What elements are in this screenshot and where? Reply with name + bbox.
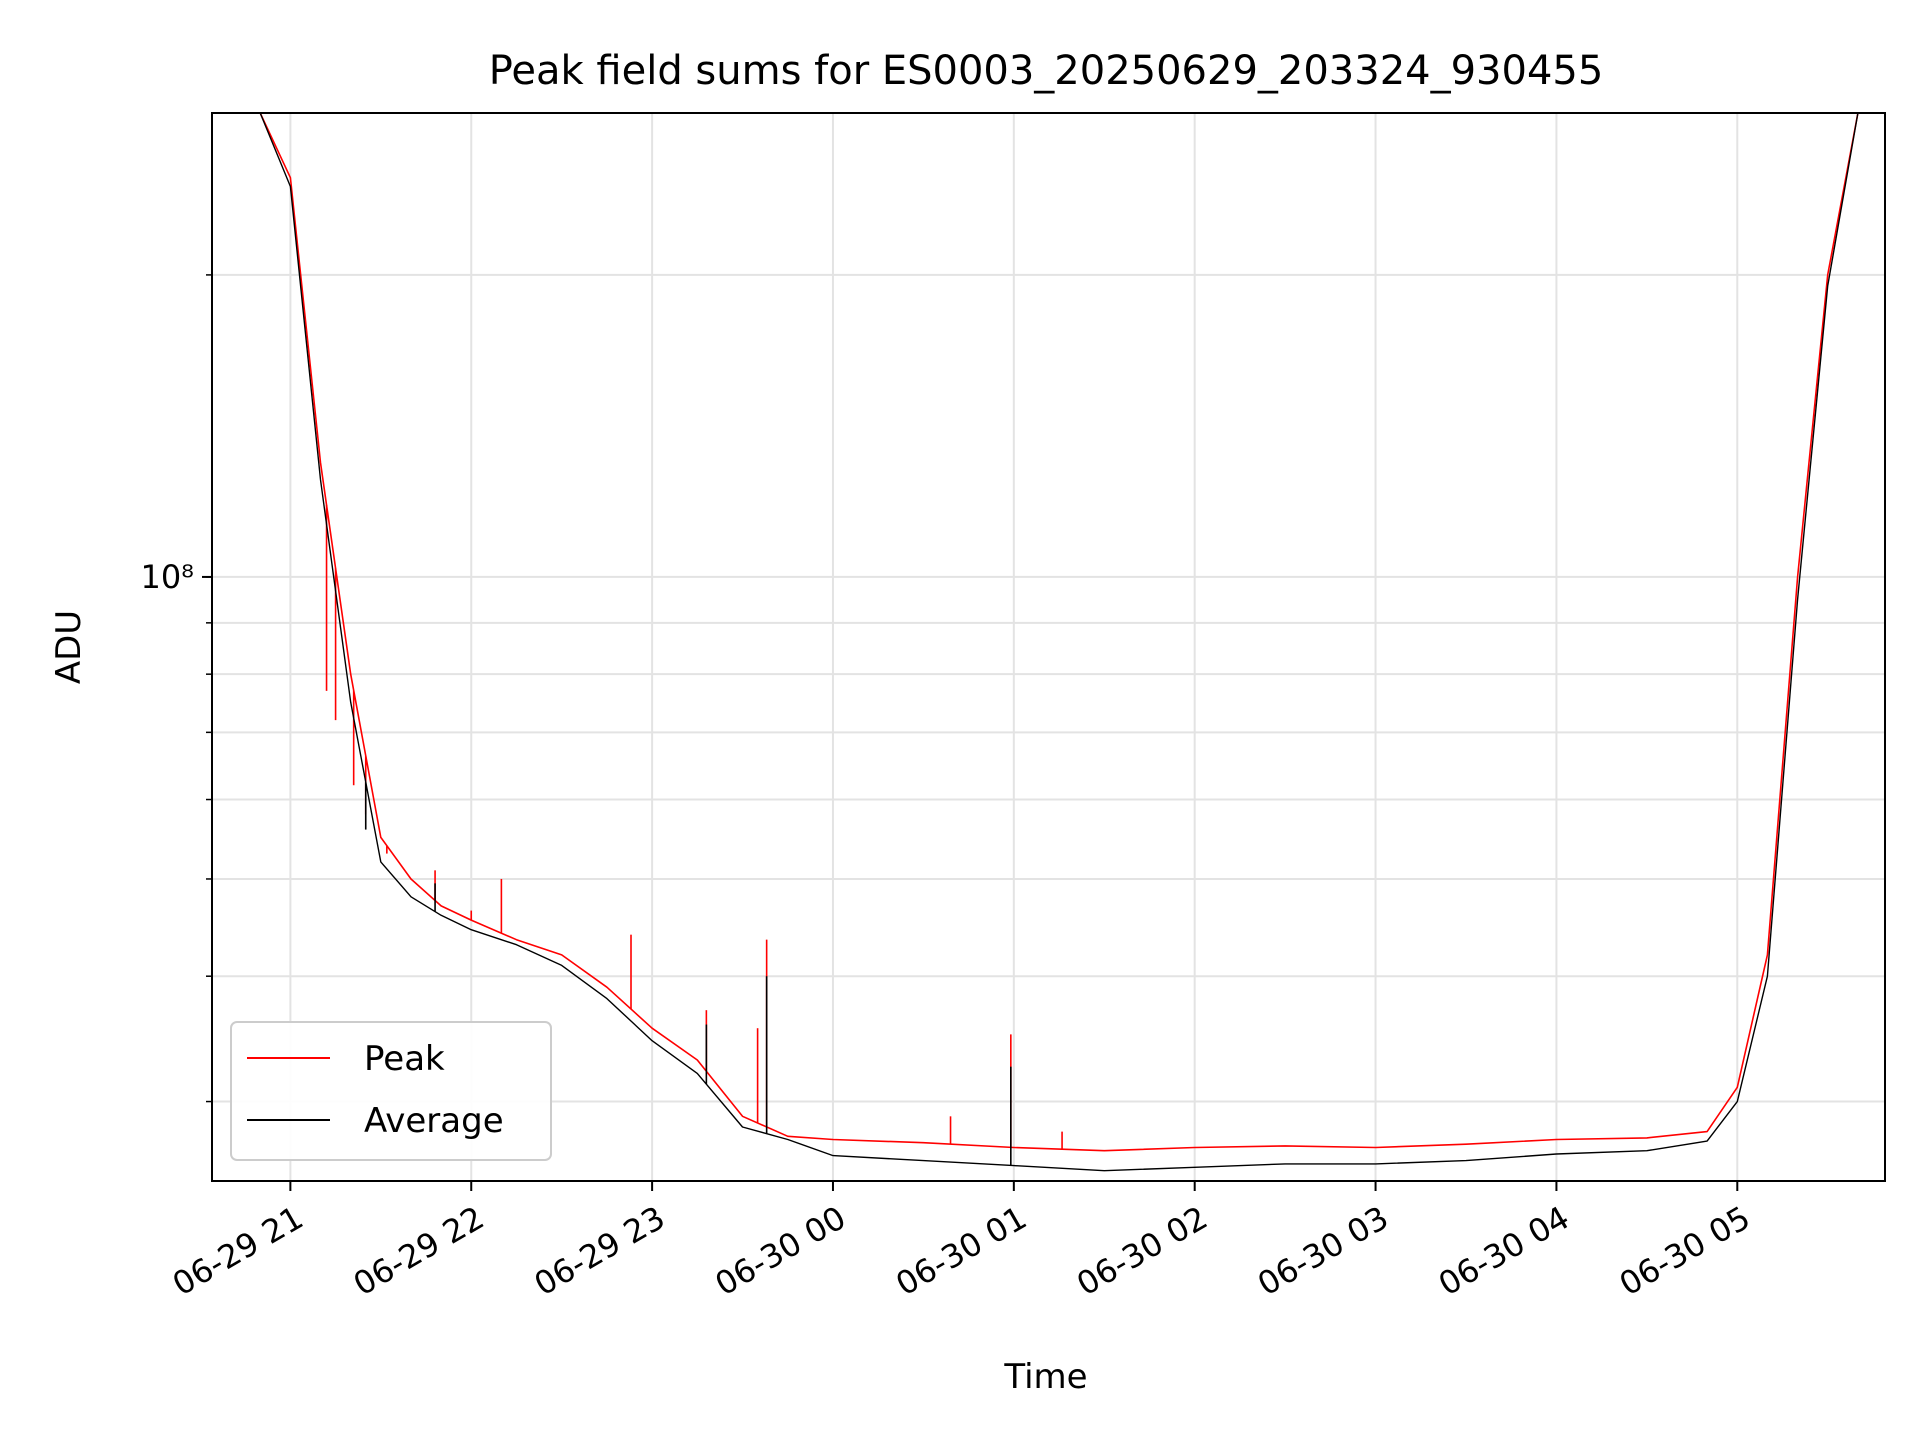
average-series-line: [259, 112, 1859, 1172]
y-tick-label: 10⁸: [140, 558, 194, 596]
y-axis: 10⁸: [140, 274, 212, 1103]
x-axis-label: Time: [1003, 1357, 1087, 1397]
chart-title: Peak field sums for ES0003_20250629_2033…: [489, 48, 1604, 94]
peak-series-line: [259, 112, 1859, 1152]
plot-frame: [211, 112, 1886, 1182]
y-axis-label: ADU: [49, 610, 89, 684]
grid: [212, 113, 1885, 1181]
legend-box: [230, 1021, 552, 1161]
legend-average-label: Average: [364, 1101, 504, 1141]
plot-area: [259, 112, 1859, 1172]
legend-peak-label: Peak: [364, 1039, 445, 1079]
legend: Peak Average: [230, 1021, 552, 1161]
